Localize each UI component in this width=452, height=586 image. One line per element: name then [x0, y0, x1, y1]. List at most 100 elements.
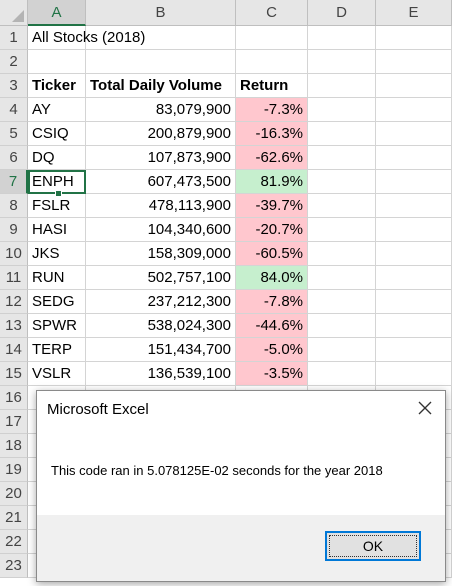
volume-cell[interactable]: 502,757,100	[86, 266, 236, 290]
row-header[interactable]: 18	[0, 434, 28, 458]
volume-cell[interactable]: 136,539,100	[86, 362, 236, 386]
volume-cell[interactable]: 607,473,500	[86, 170, 236, 194]
empty-cell[interactable]	[308, 338, 376, 362]
empty-cell[interactable]	[308, 266, 376, 290]
empty-cell[interactable]	[376, 122, 452, 146]
column-header-e[interactable]: E	[376, 0, 452, 26]
fill-handle[interactable]	[55, 190, 62, 197]
close-icon[interactable]	[413, 397, 437, 421]
empty-cell[interactable]	[308, 362, 376, 386]
empty-cell[interactable]	[376, 146, 452, 170]
empty-cell[interactable]	[308, 242, 376, 266]
empty-cell[interactable]	[376, 218, 452, 242]
volume-cell[interactable]: 158,309,000	[86, 242, 236, 266]
volume-cell[interactable]: 478,113,900	[86, 194, 236, 218]
return-cell[interactable]: -60.5%	[236, 242, 308, 266]
return-cell[interactable]: -3.5%	[236, 362, 308, 386]
row-header[interactable]: 20	[0, 482, 28, 506]
ticker-cell[interactable]: SEDG	[28, 290, 86, 314]
row-header[interactable]: 11	[0, 266, 28, 290]
column-header-a[interactable]: A	[28, 0, 86, 26]
volume-cell[interactable]: 151,434,700	[86, 338, 236, 362]
row-header[interactable]: 21	[0, 506, 28, 530]
empty-cell[interactable]	[376, 266, 452, 290]
row-header[interactable]: 23	[0, 554, 28, 578]
row-header[interactable]: 15	[0, 362, 28, 386]
cell-e1[interactable]	[376, 26, 452, 50]
cell-b2[interactable]	[86, 50, 236, 74]
empty-cell[interactable]	[308, 218, 376, 242]
cell-e3[interactable]	[376, 74, 452, 98]
cell-a2[interactable]	[28, 50, 86, 74]
ticker-cell[interactable]: FSLR	[28, 194, 86, 218]
ticker-cell[interactable]: VSLR	[28, 362, 86, 386]
empty-cell[interactable]	[308, 170, 376, 194]
row-header[interactable]: 2	[0, 50, 28, 74]
empty-cell[interactable]	[308, 314, 376, 338]
return-cell[interactable]: -20.7%	[236, 218, 308, 242]
sheet-title-cell[interactable]: All Stocks (2018)	[28, 26, 145, 50]
ticker-cell[interactable]: HASI	[28, 218, 86, 242]
row-header[interactable]: 5	[0, 122, 28, 146]
ok-button[interactable]: OK	[325, 531, 421, 561]
row-header[interactable]: 4	[0, 98, 28, 122]
return-cell[interactable]: -16.3%	[236, 122, 308, 146]
return-cell[interactable]: -5.0%	[236, 338, 308, 362]
return-cell[interactable]: -7.8%	[236, 290, 308, 314]
row-header[interactable]: 7	[0, 170, 28, 194]
row-header[interactable]: 22	[0, 530, 28, 554]
row-header[interactable]: 16	[0, 386, 28, 410]
row-header[interactable]: 12	[0, 290, 28, 314]
cell-d2[interactable]	[308, 50, 376, 74]
ticker-cell[interactable]: CSIQ	[28, 122, 86, 146]
empty-cell[interactable]	[308, 290, 376, 314]
empty-cell[interactable]	[376, 98, 452, 122]
volume-cell[interactable]: 237,212,300	[86, 290, 236, 314]
ticker-cell[interactable]: SPWR	[28, 314, 86, 338]
volume-cell[interactable]: 104,340,600	[86, 218, 236, 242]
row-header[interactable]: 13	[0, 314, 28, 338]
select-all-corner[interactable]	[0, 0, 28, 26]
cell-d3[interactable]	[308, 74, 376, 98]
empty-cell[interactable]	[308, 122, 376, 146]
ticker-cell[interactable]: JKS	[28, 242, 86, 266]
empty-cell[interactable]	[376, 314, 452, 338]
cell-c2[interactable]	[236, 50, 308, 74]
row-header[interactable]: 3	[0, 74, 28, 98]
empty-cell[interactable]	[376, 242, 452, 266]
row-header[interactable]: 17	[0, 410, 28, 434]
row-header[interactable]: 1	[0, 26, 28, 50]
return-cell[interactable]: 81.9%	[236, 170, 308, 194]
return-cell[interactable]: -7.3%	[236, 98, 308, 122]
volume-cell[interactable]: 200,879,900	[86, 122, 236, 146]
ticker-cell[interactable]: TERP	[28, 338, 86, 362]
volume-cell[interactable]: 107,873,900	[86, 146, 236, 170]
ticker-cell[interactable]: AY	[28, 98, 86, 122]
cell-d1[interactable]	[308, 26, 376, 50]
row-header[interactable]: 8	[0, 194, 28, 218]
ticker-header[interactable]: Ticker	[28, 74, 86, 98]
row-header[interactable]: 14	[0, 338, 28, 362]
empty-cell[interactable]	[376, 338, 452, 362]
column-header-b[interactable]: B	[86, 0, 236, 26]
empty-cell[interactable]	[308, 194, 376, 218]
row-header[interactable]: 19	[0, 458, 28, 482]
return-cell[interactable]: -39.7%	[236, 194, 308, 218]
empty-cell[interactable]	[376, 194, 452, 218]
return-cell[interactable]: -44.6%	[236, 314, 308, 338]
volume-cell[interactable]: 83,079,900	[86, 98, 236, 122]
empty-cell[interactable]	[376, 362, 452, 386]
cell-c1[interactable]	[236, 26, 308, 50]
empty-cell[interactable]	[308, 146, 376, 170]
ticker-cell[interactable]: DQ	[28, 146, 86, 170]
cell-b1[interactable]	[86, 26, 236, 50]
row-header[interactable]: 10	[0, 242, 28, 266]
empty-cell[interactable]	[376, 290, 452, 314]
volume-header[interactable]: Total Daily Volume	[86, 74, 236, 98]
return-header[interactable]: Return	[236, 74, 308, 98]
empty-cell[interactable]	[308, 98, 376, 122]
column-header-d[interactable]: D	[308, 0, 376, 26]
row-header[interactable]: 9	[0, 218, 28, 242]
row-header[interactable]: 6	[0, 146, 28, 170]
volume-cell[interactable]: 538,024,300	[86, 314, 236, 338]
